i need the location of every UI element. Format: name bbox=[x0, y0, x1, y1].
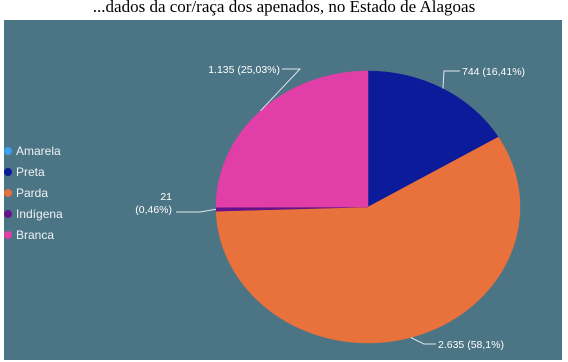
pie-chart: 744 (16,41%) 2.635 (58,1%) 21 (0,46%) 1.135 … bbox=[135, 64, 525, 351]
legend-item-amarela[interactable]: Amarela bbox=[4, 140, 63, 161]
legend-item-preta[interactable]: Preta bbox=[4, 161, 63, 182]
pie-slice-parda[interactable] bbox=[215, 136, 521, 344]
data-label-parda: 2.635 (58,1%) bbox=[438, 339, 504, 351]
legend-label: Branca bbox=[16, 227, 55, 242]
legend-item-parda[interactable]: Parda bbox=[4, 182, 63, 203]
data-label-branca: 1.135 (25,03%) bbox=[208, 64, 280, 76]
legend-item-branca[interactable]: Branca bbox=[4, 224, 63, 245]
legend-label: Amarela bbox=[16, 143, 61, 158]
chart-title: ...dados da cor/raça dos apenados, no Es… bbox=[92, 0, 476, 16]
leader-line bbox=[260, 68, 302, 112]
leader-line bbox=[442, 70, 460, 89]
data-label-preta: 744 (16,41%) bbox=[462, 66, 525, 78]
chart-legend: Amarela Preta Parda Indígena Branca bbox=[4, 140, 63, 245]
legend-swatch bbox=[4, 209, 12, 218]
legend-item-indígena[interactable]: Indígena bbox=[4, 203, 63, 224]
chart-panel: Amarela Preta Parda Indígena Branca 744 (16,… bbox=[4, 20, 562, 360]
leader-line bbox=[176, 208, 217, 213]
legend-swatch bbox=[4, 167, 12, 176]
legend-label: Parda bbox=[16, 185, 49, 200]
legend-swatch bbox=[4, 188, 12, 197]
legend-swatch bbox=[4, 146, 12, 155]
legend-swatch bbox=[4, 230, 12, 239]
data-label-indígena: 21 (0,46%) bbox=[135, 191, 172, 216]
legend-label: Indígena bbox=[16, 206, 63, 221]
pie-slice-branca[interactable] bbox=[215, 70, 369, 208]
legend-label: Preta bbox=[16, 164, 45, 179]
leader-line bbox=[410, 337, 436, 345]
